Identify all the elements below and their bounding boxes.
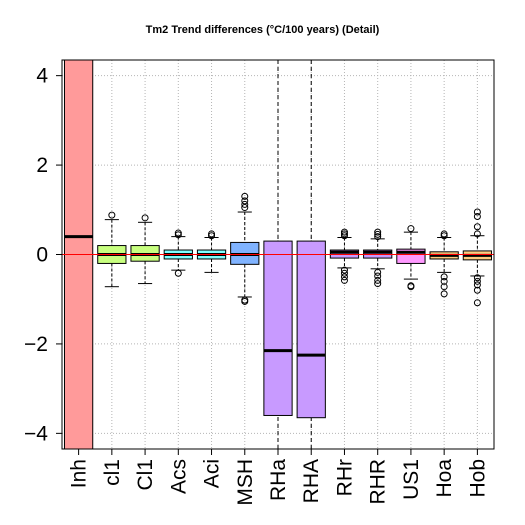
outlier-point <box>440 277 448 285</box>
axis-layer: −4 −2 0 2 4 Inh cl1 Cl1 Acs Aci MSH RHa RHA RHr RHR US1… <box>24 65 489 506</box>
outlier-point <box>374 280 382 288</box>
outlier-point <box>473 281 481 289</box>
box-hoa <box>429 230 459 298</box>
chart-title: Tm2 Trend differences (°C/100 years) (De… <box>145 24 380 36</box>
outlier-point <box>108 211 116 219</box>
outlier-point <box>374 268 382 276</box>
outlier-point <box>340 228 348 236</box>
outlier-point <box>440 283 448 291</box>
outlier-point <box>241 204 249 212</box>
box-rhr <box>363 228 393 288</box>
x-tick-label-rhr: RHR <box>367 459 390 505</box>
y-tick-label: 4 <box>36 65 48 88</box>
outlier-point <box>208 230 216 238</box>
x-tick-label-rhr: RHr <box>333 459 356 496</box>
y-tick-label: 2 <box>36 154 48 177</box>
outlier-point <box>340 269 348 277</box>
outlier-point <box>473 208 481 216</box>
x-tick-label-rha: RHa <box>267 459 290 501</box>
outlier-point <box>241 200 249 208</box>
box-hob <box>462 208 493 307</box>
box-cl1 <box>130 214 160 285</box>
box-cl1 <box>97 211 127 288</box>
box-rhr <box>329 228 360 284</box>
outlier-point <box>374 276 382 284</box>
outlier-point <box>440 290 448 298</box>
box-rha <box>263 60 293 449</box>
outlier-point <box>473 286 481 294</box>
outlier-point <box>241 197 249 205</box>
outlier-point <box>374 233 382 241</box>
box-body <box>263 240 293 416</box>
outlier-point <box>340 276 348 284</box>
outlier-point <box>174 229 182 237</box>
x-tick-label-rha: RHA <box>300 459 323 503</box>
outlier-point <box>440 273 448 281</box>
outlier-point <box>473 212 481 220</box>
outlier-point <box>440 230 448 238</box>
outlier-point <box>141 214 149 222</box>
box-body <box>296 240 326 419</box>
x-tick-label-cl1: Cl1 <box>134 459 157 491</box>
x-tick-label-hob: Hob <box>466 459 489 498</box>
outlier-point <box>174 269 182 277</box>
outlier-point <box>374 230 382 238</box>
outlier-point <box>407 225 415 233</box>
outlier-point <box>407 283 415 291</box>
x-tick-label-aci: Aci <box>201 459 224 488</box>
x-tick-label-inh: Inh <box>68 459 91 488</box>
x-tick-label-us1: US1 <box>400 459 423 500</box>
outlier-point <box>473 277 481 285</box>
y-tick-label: −2 <box>24 333 48 356</box>
outlier-point <box>340 273 348 281</box>
x-tick-label-cl1: cl1 <box>101 459 124 486</box>
outlier-point <box>473 274 481 282</box>
outlier-point <box>473 299 481 307</box>
outlier-point <box>374 228 382 236</box>
outlier-point <box>473 230 481 238</box>
box-acs <box>163 229 193 277</box>
outlier-point <box>473 223 481 231</box>
x-tick-label-acs: Acs <box>167 459 190 494</box>
outlier-point <box>241 297 249 305</box>
outlier-point <box>241 192 249 200</box>
y-tick-label: −4 <box>24 422 48 445</box>
outlier-point <box>374 272 382 280</box>
y-tick-label: 0 <box>36 244 48 267</box>
outlier-point <box>340 266 348 274</box>
box-aci <box>196 230 227 273</box>
box-rha <box>296 60 326 449</box>
x-tick-label-msh: MSH <box>234 459 257 506</box>
box-us1 <box>396 225 426 291</box>
x-tick-label-hoa: Hoa <box>433 459 456 498</box>
